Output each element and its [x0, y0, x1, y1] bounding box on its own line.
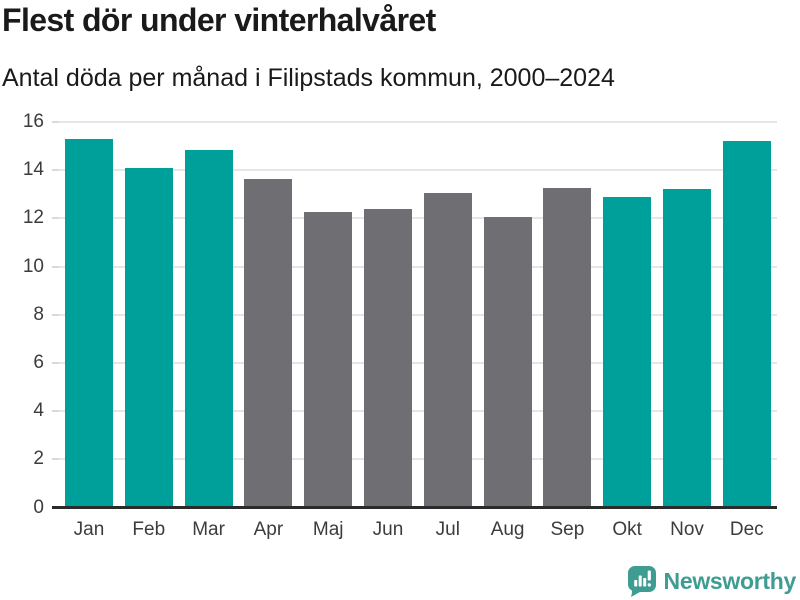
- gridline-10: [52, 265, 777, 268]
- y-tick-label-14: 14: [22, 159, 44, 181]
- chart-title: Flest dör under vinterhalvåret: [2, 2, 436, 38]
- y-tick-label-2: 2: [33, 448, 44, 470]
- y-tick-label-16: 16: [22, 111, 44, 132]
- bar-aug: [483, 217, 532, 508]
- y-tick-label-0: 0: [33, 496, 44, 518]
- y-tick-mark-6: [52, 361, 59, 364]
- gridline-8: [52, 313, 777, 316]
- newsworthy-logo-icon: [627, 565, 657, 598]
- gridline-14: [52, 169, 777, 172]
- bar-jul: [423, 193, 472, 508]
- y-tick-label-10: 10: [22, 255, 44, 277]
- bar-feb: [124, 167, 173, 508]
- y-tick-mark-4: [52, 410, 59, 413]
- x-tick-label-jan: Jan: [73, 519, 105, 540]
- y-tick-mark-2: [52, 458, 59, 461]
- y-tick-mark-16: [52, 121, 59, 123]
- gridline-2: [52, 458, 777, 461]
- y-tick-mark-14: [52, 169, 59, 172]
- x-tick-label-jun: Jun: [372, 519, 404, 540]
- y-tick-mark-12: [52, 217, 59, 220]
- x-tick-label-aug: Aug: [490, 519, 525, 540]
- bar-sep: [543, 188, 592, 508]
- x-tick-label-dec: Dec: [729, 519, 764, 540]
- x-tick-label-maj: Maj: [312, 519, 344, 540]
- bar-dec: [722, 141, 771, 508]
- plot-area: [52, 121, 777, 509]
- x-tick-label-nov: Nov: [670, 519, 704, 540]
- x-tick-label-mar: Mar: [192, 519, 225, 540]
- gridline-12: [52, 217, 777, 220]
- gridline-16: [52, 121, 777, 123]
- bar-jun: [364, 208, 412, 508]
- newsworthy-logo: Newsworthy: [627, 565, 796, 598]
- bar-jan: [65, 138, 113, 508]
- gridline-6: [52, 361, 777, 364]
- y-tick-label-8: 8: [33, 303, 44, 325]
- bar-maj: [304, 212, 353, 508]
- y-tick-label-12: 12: [22, 207, 44, 229]
- y-tick-label-4: 4: [33, 400, 44, 422]
- gridline-4: [52, 410, 777, 413]
- y-tick-mark-8: [52, 313, 59, 316]
- bar-okt: [603, 196, 652, 508]
- bar-nov: [663, 189, 711, 508]
- x-tick-label-okt: Okt: [612, 519, 642, 540]
- bar-apr: [244, 178, 293, 508]
- bar-mar: [184, 149, 233, 508]
- y-tick-mark-10: [52, 265, 59, 268]
- x-tick-label-feb: Feb: [132, 519, 166, 540]
- x-tick-label-apr: Apr: [253, 519, 284, 540]
- y-tick-label-6: 6: [33, 351, 44, 373]
- x-tick-label-sep: Sep: [550, 519, 585, 540]
- newsworthy-wordmark: Newsworthy: [663, 568, 797, 594]
- x-axis-line: [52, 506, 777, 509]
- x-tick-label-jul: Jul: [435, 519, 460, 540]
- chart-subtitle: Antal döda per månad i Filipstads kommun…: [2, 64, 615, 92]
